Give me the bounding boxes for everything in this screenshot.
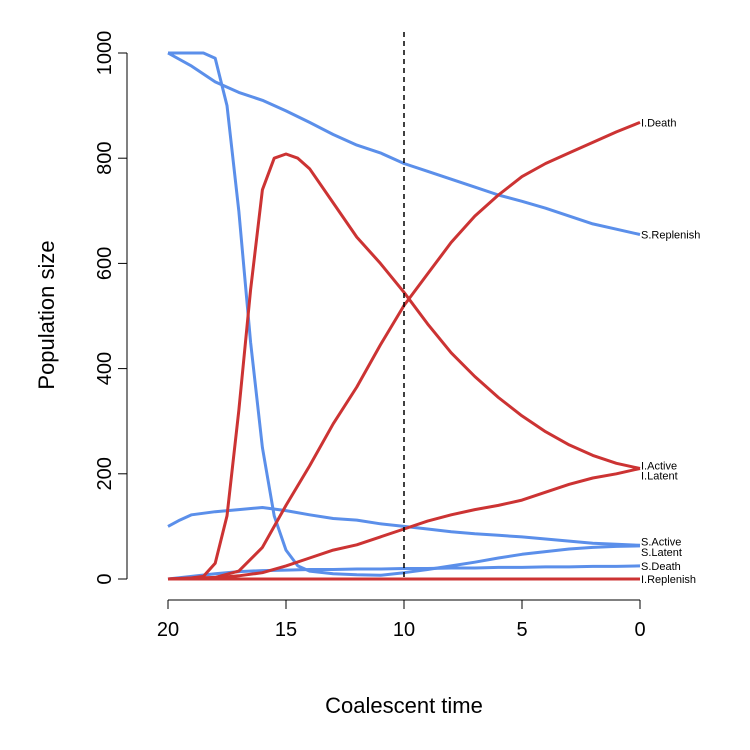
- series-line-s-replenish: [167, 51, 641, 236]
- x-tick-label: 5: [516, 619, 527, 641]
- x-tick-label: 15: [275, 619, 297, 641]
- y-axis-title: Population size: [34, 240, 59, 389]
- series-label-s-active: S.Active: [641, 536, 681, 548]
- series-label-i-replenish: I.Replenish: [641, 574, 696, 586]
- series-label-i-death: I.Death: [641, 117, 676, 129]
- x-tick-label: 10: [393, 619, 415, 641]
- x-tick-label: 0: [634, 619, 645, 641]
- y-axis: 0 200 400 600 800 1000: [94, 31, 128, 585]
- series-line-s-death: [167, 564, 641, 581]
- y-tick-label: 1000: [94, 31, 116, 76]
- series-label-s-latent: S.Latent: [641, 547, 682, 559]
- x-axis-title: Coalescent time: [325, 693, 483, 718]
- y-tick-label: 200: [94, 457, 116, 490]
- series-label-i-active: I.Active: [641, 461, 677, 473]
- series-label-i-latent: I.Latent: [641, 471, 678, 483]
- x-axis: 20 15 10 5 0: [157, 599, 646, 641]
- x-tick-label: 20: [157, 619, 179, 641]
- series-line-i-active: [167, 152, 641, 581]
- series-line-s-latent: [168, 51, 641, 577]
- y-tick-label: 600: [94, 247, 116, 280]
- series-label-s-death: S.Death: [641, 561, 681, 573]
- series-line-i-latent: [167, 467, 641, 581]
- y-tick-label: 800: [94, 142, 116, 175]
- y-tick-label: 400: [94, 352, 116, 385]
- y-tick-label: 0: [94, 573, 116, 584]
- plot-lines: [167, 51, 641, 581]
- series-line-i-death: [167, 121, 641, 581]
- series-label-s-replenish: S.Replenish: [641, 230, 700, 242]
